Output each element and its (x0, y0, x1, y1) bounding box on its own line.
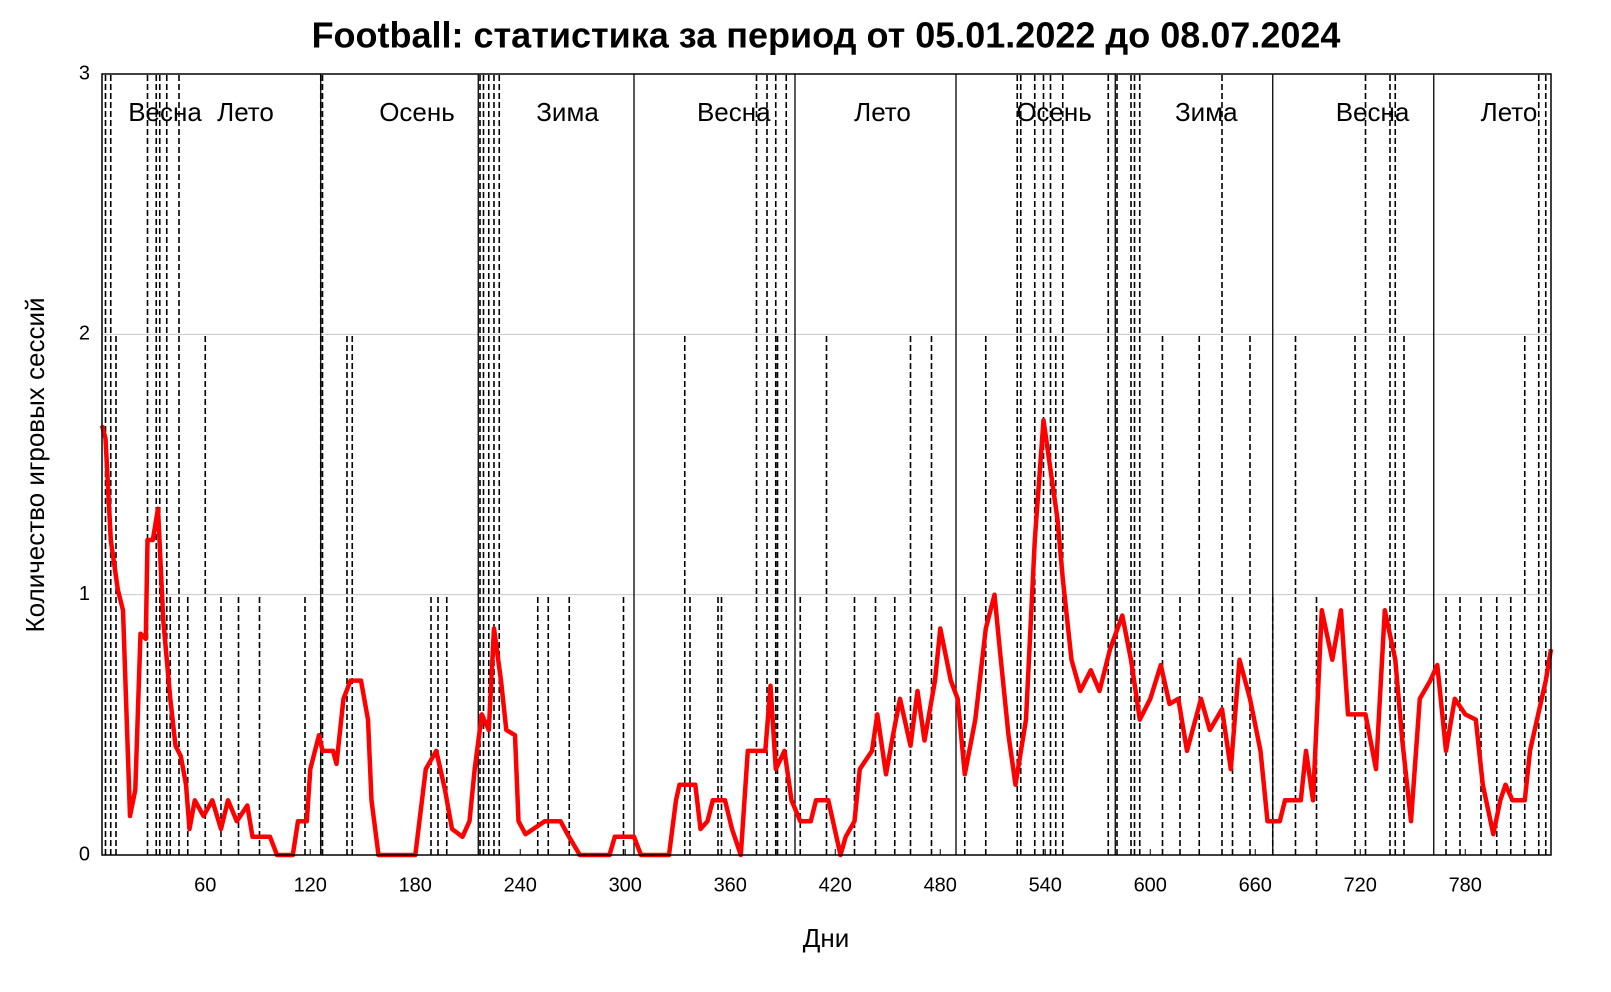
plot-frame (101, 73, 1552, 856)
x-tick-label: 600 (1134, 874, 1167, 896)
y-tick-label: 0 (79, 843, 90, 865)
season-label: Весна (1336, 97, 1410, 127)
x-tick-label: 420 (819, 874, 852, 896)
season-label: Осень (379, 97, 455, 127)
x-tick-label: 60 (194, 874, 216, 896)
chart-title: Football: статистика за период от 05.01.… (312, 15, 1341, 56)
season-label: Лето (1481, 97, 1538, 127)
season-label: Лето (217, 97, 274, 127)
season-label: Лето (854, 97, 911, 127)
season-label: Зима (536, 97, 599, 127)
x-tick-label: 780 (1449, 874, 1482, 896)
y-tick-label: 1 (79, 583, 90, 605)
x-tick-label: 540 (1029, 874, 1062, 896)
y-tick-label: 3 (79, 62, 90, 84)
y-axis-label: Количество игровых сессий (20, 297, 50, 632)
x-tick-label: 120 (294, 874, 327, 896)
x-axis-label: Дни (803, 923, 850, 953)
x-tick-label: 180 (399, 874, 432, 896)
season-label: Весна (697, 97, 771, 127)
x-tick-label: 480 (924, 874, 957, 896)
season-label: Зима (1175, 97, 1238, 127)
x-tick-label: 300 (609, 874, 642, 896)
season-label: Осень (1016, 97, 1092, 127)
season-label: Весна (128, 97, 202, 127)
x-tick-label: 660 (1239, 874, 1272, 896)
x-tick-label: 720 (1344, 874, 1377, 896)
x-tick-label: 240 (504, 874, 537, 896)
x-tick-label: 360 (714, 874, 747, 896)
y-tick-label: 2 (79, 323, 90, 345)
